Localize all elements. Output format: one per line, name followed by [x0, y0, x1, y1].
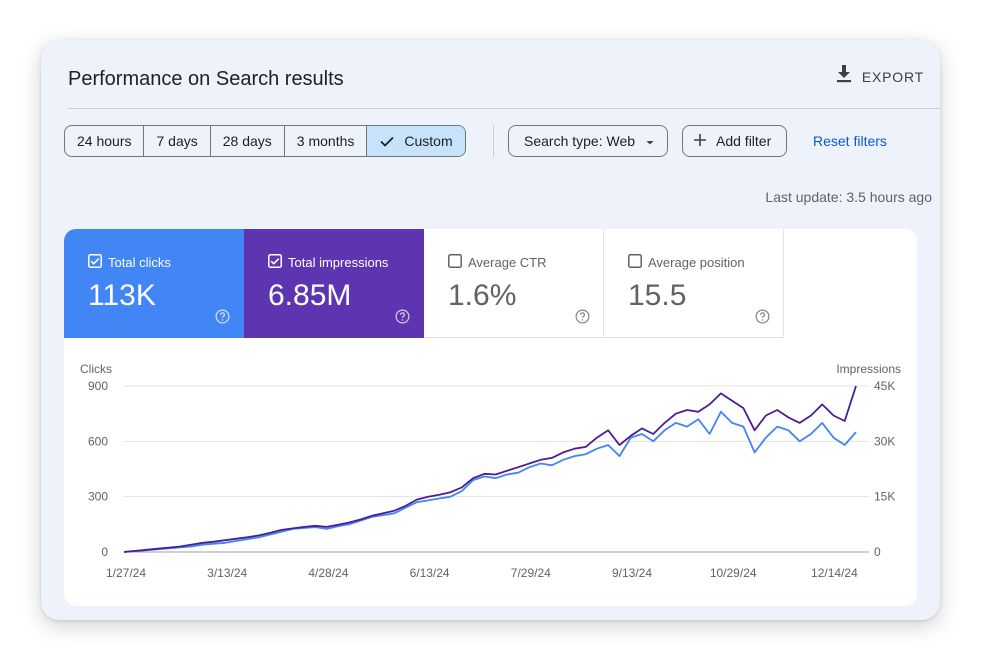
metric-label: Total clicks: [108, 255, 171, 270]
plus-icon: [693, 133, 707, 150]
metric-value: 15.5: [628, 279, 687, 312]
metric-average-ctr[interactable]: Average CTR 1.6%: [424, 229, 604, 338]
metric-average-position[interactable]: Average position 15.5: [604, 229, 784, 338]
date-range-7-days[interactable]: 7 days: [144, 126, 211, 156]
x-tick-label: 3/13/24: [207, 566, 247, 580]
y-tick-label-left: 600: [88, 434, 108, 448]
export-button[interactable]: EXPORT: [836, 65, 924, 88]
y-tick-label-left: 0: [101, 545, 108, 559]
date-range-label: 24 hours: [77, 133, 132, 149]
x-tick-label: 1/27/24: [106, 566, 146, 580]
x-tick-label: 12/14/24: [811, 566, 858, 580]
help-circle-icon[interactable]: [575, 309, 590, 329]
y-tick-label-left: 300: [88, 490, 108, 504]
x-tick-label: 10/29/24: [710, 566, 757, 580]
last-update-text: Last update: 3.5 hours ago: [765, 189, 932, 205]
search-type-label: Search type: Web: [524, 133, 636, 149]
page-title: Performance on Search results: [68, 68, 344, 90]
date-range-28-days[interactable]: 28 days: [211, 126, 285, 156]
add-filter-button[interactable]: Add filter: [682, 125, 788, 157]
y-tick-label-right: 45K: [874, 379, 895, 393]
search-type-dropdown[interactable]: Search type: Web: [508, 125, 669, 157]
date-range-24-hours[interactable]: 24 hours: [65, 126, 145, 156]
caret-down-icon: [645, 133, 655, 149]
metric-label: Total impressions: [288, 255, 389, 270]
metric-value: 1.6%: [448, 279, 517, 312]
checkbox-checked-icon[interactable]: [88, 254, 102, 271]
y-axis-label-left: Clicks: [80, 362, 112, 376]
date-range-custom[interactable]: Custom: [367, 126, 465, 156]
x-tick-label: 6/13/24: [410, 566, 450, 580]
date-range-label: 3 months: [296, 133, 355, 149]
metric-label: Average position: [648, 255, 745, 270]
help-circle-icon[interactable]: [215, 309, 230, 329]
x-tick-label: 4/28/24: [308, 566, 348, 580]
x-tick-label: 7/29/24: [511, 566, 551, 580]
performance-panel: Performance on Search results EXPORT 24 …: [41, 40, 940, 620]
x-tick-label: 9/13/24: [612, 566, 652, 580]
y-tick-label-right: 15K: [874, 490, 895, 504]
checkbox-unchecked-icon[interactable]: [448, 254, 462, 271]
metric-value: 113K: [88, 279, 156, 312]
clicks-series-line: [123, 410, 857, 553]
check-icon: [380, 136, 395, 147]
help-circle-icon[interactable]: [395, 309, 410, 329]
header-divider: [68, 108, 940, 109]
date-range-label: Custom: [404, 133, 453, 149]
reset-filters-link[interactable]: Reset filters: [813, 133, 887, 149]
metric-value: 6.85M: [268, 279, 352, 312]
y-tick-label-right: 0: [874, 545, 881, 559]
download-icon: [836, 65, 852, 88]
metric-label: Average CTR: [468, 255, 547, 270]
impressions-series-line: [123, 385, 857, 553]
add-filter-label: Add filter: [716, 133, 772, 149]
performance-chart[interactable]: 0 0 300 15K 600 30K 900 45K Clicks Impressions 1/2…: [64, 229, 917, 606]
checkbox-checked-icon[interactable]: [268, 254, 282, 271]
date-range-selector: 24 hours 7 days 28 days 3 months Custom: [64, 125, 466, 157]
chart-card: Total clicks 113K Total impressions 6.85…: [64, 229, 917, 606]
metric-total-impressions[interactable]: Total impressions 6.85M: [244, 229, 424, 338]
y-axis-label-right: Impressions: [836, 362, 901, 376]
y-tick-label-left: 900: [88, 379, 108, 393]
toolbar-separator: [493, 125, 494, 157]
date-range-label: 28 days: [222, 133, 272, 149]
date-range-3-months[interactable]: 3 months: [285, 126, 368, 156]
help-circle-icon[interactable]: [755, 309, 770, 329]
export-label: EXPORT: [861, 68, 924, 85]
metric-total-clicks[interactable]: Total clicks 113K: [64, 229, 244, 338]
y-tick-label-right: 30K: [874, 434, 895, 448]
date-range-label: 7 days: [156, 133, 198, 149]
checkbox-unchecked-icon[interactable]: [628, 254, 642, 271]
